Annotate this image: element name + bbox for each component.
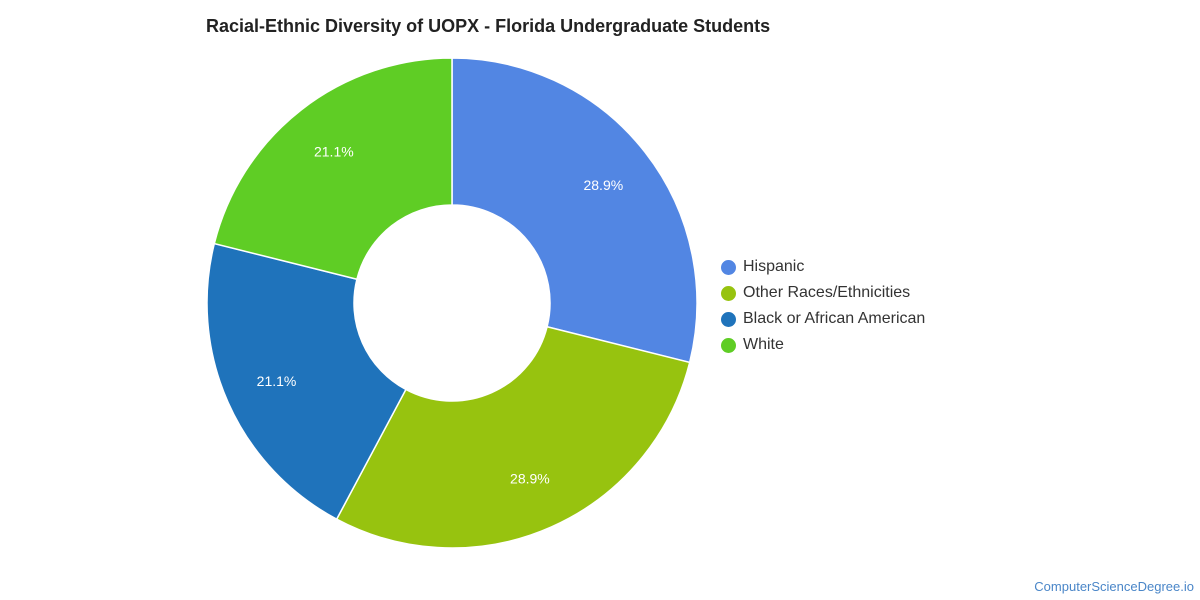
donut-slice-3 xyxy=(206,242,407,521)
slice-label-1: 28.9% xyxy=(583,177,623,193)
slice-label-4: 21.1% xyxy=(314,144,354,160)
slice-label-3: 21.1% xyxy=(257,373,297,389)
legend-label: White xyxy=(743,336,784,353)
legend-item[interactable]: Other Races/Ethnicities xyxy=(721,280,925,306)
donut-slice-2 xyxy=(335,325,691,549)
slice-label-2: 28.9% xyxy=(510,470,550,486)
donut-slice-4 xyxy=(213,57,453,281)
legend-swatch xyxy=(721,259,736,275)
chart-legend: Hispanic Other Races/Ethnicities Black or … xyxy=(721,254,925,358)
legend-swatch xyxy=(721,285,736,301)
legend-item[interactable]: White xyxy=(721,332,925,358)
legend-swatch xyxy=(721,337,736,353)
source-link[interactable]: ComputerScienceDegree.io xyxy=(1034,579,1194,594)
legend-label: Hispanic xyxy=(743,258,805,275)
legend-label: Black or African American xyxy=(743,310,926,327)
legend-item[interactable]: Hispanic xyxy=(721,254,925,280)
donut-slice-1 xyxy=(451,57,698,364)
legend-label: Other Races/Ethnicities xyxy=(743,284,911,301)
legend-swatch xyxy=(721,311,736,327)
chart-title: Racial-Ethnic Diversity of UOPX - Florid… xyxy=(206,16,771,36)
legend-item[interactable]: Black or African American xyxy=(721,306,925,332)
